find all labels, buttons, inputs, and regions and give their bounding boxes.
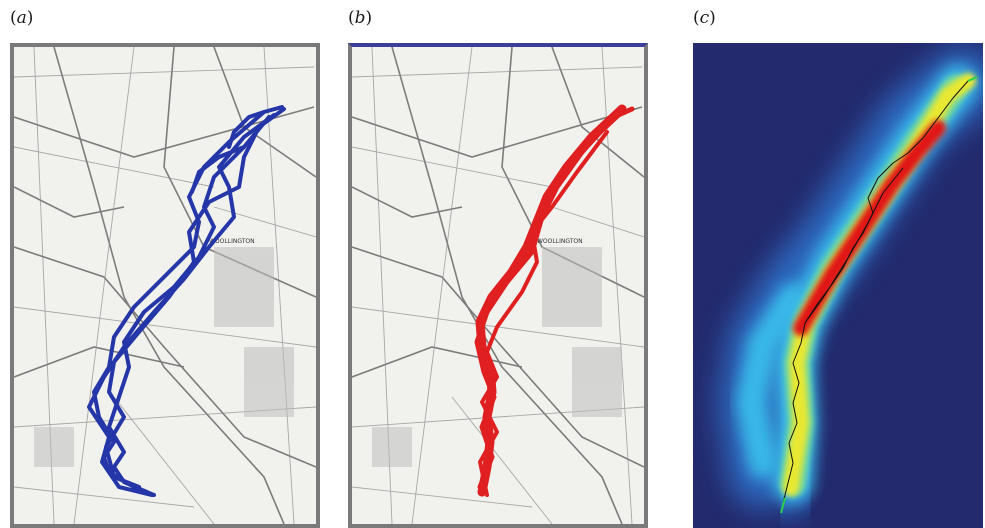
map-tracks-svg: WOOLLINGTON [352, 47, 644, 524]
label-letter: a [16, 8, 27, 28]
density-heatmap-panel-c [693, 43, 983, 528]
label-paren-close: ) [365, 8, 373, 28]
gps-tracks-red [474, 104, 635, 497]
label-paren-open: ( [348, 8, 355, 28]
flight-trace [782, 80, 969, 504]
label-paren-close: ) [26, 8, 34, 28]
panel-label-c: (c) [693, 8, 716, 28]
map-place-name: WOOLLINGTON [209, 238, 255, 245]
panel-label-a: (a) [10, 8, 33, 28]
label-letter: b [354, 8, 366, 28]
label-paren-open: ( [693, 8, 700, 28]
gps-tracks-blue [87, 105, 286, 497]
label-paren-open: ( [10, 8, 17, 28]
label-paren-close: ) [709, 8, 716, 28]
label-letter: c [699, 8, 710, 28]
heatmap-svg [693, 43, 983, 528]
panel-label-b: (b) [348, 8, 372, 28]
map-place-name: WOOLLINGTON [537, 238, 583, 245]
map-tracks-svg: WOOLLINGTON [14, 47, 316, 524]
map-panel-b: WOOLLINGTON [348, 43, 648, 528]
map-panel-a: WOOLLINGTON [10, 43, 320, 528]
base-map: WOOLLINGTON [14, 47, 316, 524]
flight-endpoint [780, 76, 978, 514]
